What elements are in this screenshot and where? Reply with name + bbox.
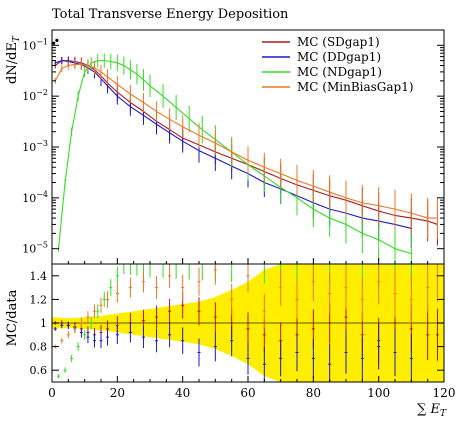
y-axis-label-bottom: MC/data (5, 289, 20, 346)
x-tick-label: 60 (240, 386, 255, 400)
y-tick-label-top: 10−5 (22, 241, 48, 256)
y-tick-label-bottom: 1.2 (30, 293, 48, 306)
data-point (52, 41, 56, 45)
data-marker-layer (52, 38, 59, 45)
y-tick-label-bottom: 1.4 (30, 270, 48, 283)
x-tick-label: 120 (433, 386, 456, 400)
y-tick-label-bottom: 1 (40, 317, 47, 330)
legend-label: MC (NDgap1) (297, 65, 382, 79)
x-tick-label: 40 (175, 386, 190, 400)
data-point (55, 38, 59, 42)
legend-label: MC (DDgap1) (297, 50, 381, 64)
y-tick-label-top: 10−4 (22, 190, 48, 205)
series-line (57, 60, 412, 255)
y-tick-label-top: 10−3 (22, 139, 48, 154)
x-axis-label: ∑ ET (417, 402, 447, 419)
y-tick-label-bottom: 0.6 (30, 364, 48, 377)
y-tick-label-bottom: 0.8 (30, 341, 48, 354)
x-tick-label: 100 (367, 386, 390, 400)
series-4 (53, 59, 439, 349)
y-tick-label-top: 10−1 (22, 37, 48, 52)
chart-title: Total Transverse Energy Deposition (52, 7, 289, 22)
x-tick-label: 0 (48, 386, 56, 400)
x-tick-label: 80 (306, 386, 321, 400)
legend: MC (SDgap1)MC (DDgap1)MC (NDgap1)MC (Min… (262, 35, 414, 94)
axis-layer: 0 20 40 60 80 100 120 10−1 10−2 10−3 10−4 10−5 0.6 0.… (22, 37, 455, 400)
x-tick-label: 20 (110, 386, 125, 400)
y-tick-label-top: 10−2 (22, 88, 48, 103)
y-axis-label-top: dN/dET (5, 35, 22, 84)
legend-label: MC (SDgap1) (297, 35, 380, 49)
legend-label: MC (MinBiasGap1) (297, 80, 414, 94)
